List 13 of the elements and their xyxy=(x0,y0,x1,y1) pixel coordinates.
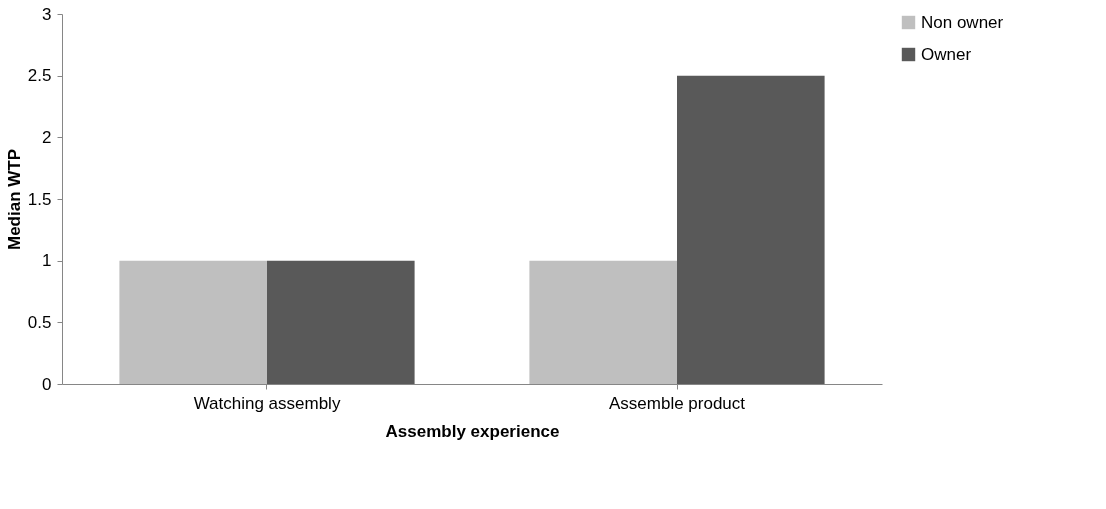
legend-label: Non owner xyxy=(921,12,1004,32)
legend-label: Owner xyxy=(921,44,972,64)
y-tick-label: 2.5 xyxy=(27,66,52,86)
y-tick-label: 1.5 xyxy=(27,189,52,209)
x-tick-label: Watching assembly xyxy=(193,393,341,413)
x-axis-title: Assembly experience xyxy=(385,421,560,441)
y-axis-title: Median WTP xyxy=(4,148,24,251)
y-tick-label: 3 xyxy=(42,4,52,24)
y-tick-label: 2 xyxy=(42,127,52,147)
x-tick-label: Assemble product xyxy=(608,393,746,413)
y-tick-label: 1 xyxy=(42,251,52,271)
y-tick-label: 0.5 xyxy=(27,312,52,332)
y-tick-label: 0 xyxy=(42,374,52,394)
